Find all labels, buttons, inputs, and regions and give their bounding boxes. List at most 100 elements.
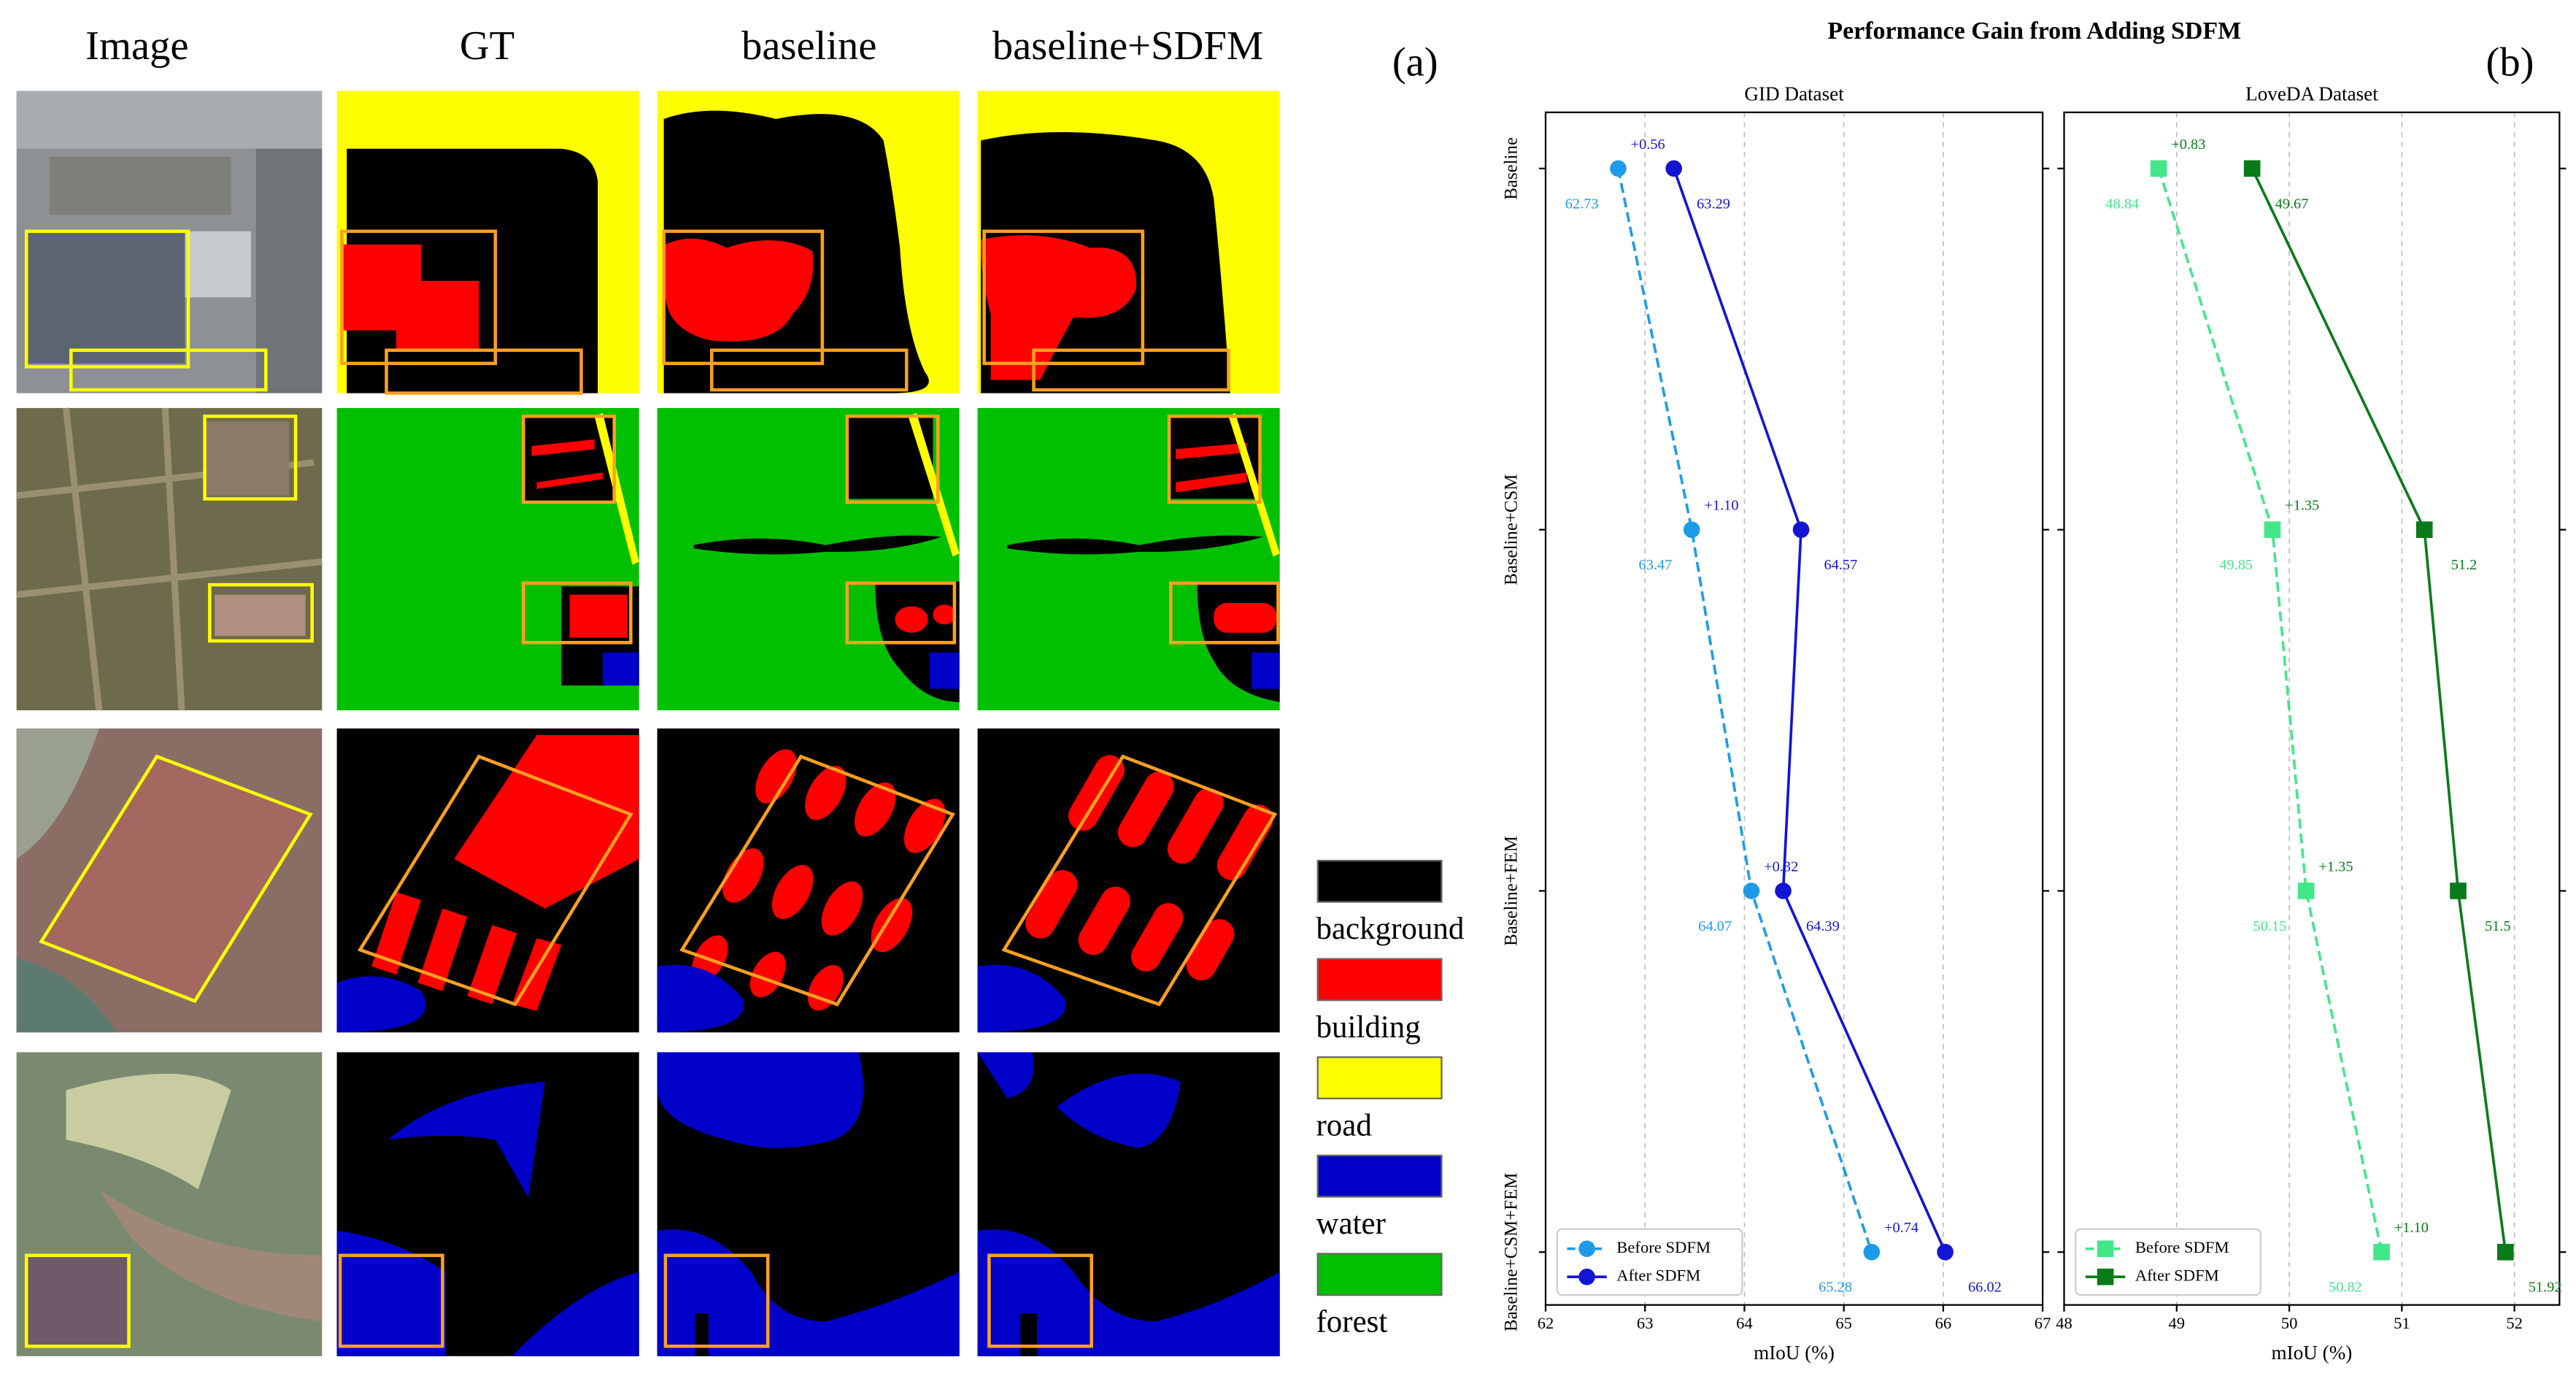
- legend-swatch: [1316, 859, 1443, 903]
- data-point: [2297, 883, 2315, 899]
- column-titles: Image GT baseline baseline+SDFM: [85, 23, 1263, 69]
- baseline-tile-part: [657, 1052, 864, 1148]
- gain-annotation: +0.83: [2171, 137, 2205, 153]
- x-tick-label: 65: [1835, 1314, 1852, 1332]
- legend-label: Before SDFM: [1616, 1238, 1711, 1256]
- gt-tile-part: [602, 652, 639, 686]
- data-label: 49.67: [2275, 196, 2309, 212]
- data-point: [1743, 883, 1760, 899]
- image-tile-part: [16, 958, 116, 1033]
- data-label: 50.82: [2329, 1280, 2362, 1296]
- x-tick-label: 62: [1538, 1314, 1554, 1332]
- gain-annotation: +1.10: [1704, 498, 1738, 514]
- panel-label: (a): [1392, 40, 1438, 85]
- legend-label: building: [1316, 1010, 1420, 1045]
- y-tick-label: Baseline: [1501, 137, 1521, 200]
- y-tick-label: Baseline+FEM: [1501, 836, 1521, 946]
- baseline-tile-part: [710, 348, 909, 392]
- image-tile-part: [185, 231, 251, 298]
- gt-tile-part: [569, 594, 628, 638]
- baseline-tile-part: [933, 604, 957, 625]
- gt-tile: [336, 728, 639, 1033]
- data-point: [2450, 883, 2467, 899]
- baseline-tile-part: [662, 229, 825, 366]
- data-point: [1610, 160, 1627, 177]
- column-titles-part: Image: [85, 23, 188, 69]
- segmentation-legend: background building road water forest: [1316, 859, 1464, 1340]
- sdfm-tile: [977, 91, 1280, 393]
- baseline-tile: [657, 728, 960, 1033]
- data-point: [2373, 1243, 2390, 1261]
- baseline-tile-part-part: [805, 766, 847, 820]
- x-tick-label: 49: [2169, 1314, 2186, 1332]
- data-label: 63.29: [1697, 196, 1730, 212]
- gain-annotation: +1.35: [2318, 858, 2353, 875]
- data-label: 66.02: [1968, 1280, 2002, 1296]
- data-point: [1665, 160, 1683, 177]
- baseline-tile-part: [693, 535, 941, 555]
- image-tile-part: [49, 157, 231, 215]
- baseline-tile-part: [845, 415, 940, 504]
- baseline-tile: [657, 407, 960, 711]
- legend-marker: [2097, 1268, 2114, 1285]
- sdfm-tile: [977, 728, 1280, 1033]
- sdfm-tile-part: [981, 235, 1137, 380]
- image-tile-part: [203, 415, 298, 501]
- x-axis-label: mIoU (%): [1754, 1342, 1835, 1364]
- x-tick-label: 52: [2506, 1314, 2523, 1332]
- legend-swatch: [1316, 1253, 1443, 1296]
- baseline-tile-part-part: [855, 782, 896, 837]
- image-tile-part: [16, 728, 99, 859]
- image-tile-part: [26, 1255, 129, 1347]
- x-tick-label: 48: [2056, 1314, 2072, 1332]
- data-point: [1792, 521, 1810, 538]
- image-tile-part: [39, 754, 313, 1004]
- charts: GID Dataset 62 63 64 65 66 67 mIoU (%) Baseline B…: [1501, 83, 2567, 1364]
- sdfm-tile-part: [1007, 535, 1264, 555]
- legend-marker: [2097, 1240, 2114, 1258]
- gt-tile-part: [522, 415, 617, 504]
- baseline-tile-part-part: [755, 749, 797, 804]
- data-point: [2150, 160, 2167, 177]
- sdfm-tile-part: [982, 229, 1145, 366]
- legend-label: After SDFM: [1616, 1266, 1700, 1284]
- gain-annotation: +0.56: [1631, 137, 1665, 153]
- sdfm-tile: [977, 1052, 1280, 1356]
- legend-label: After SDFM: [2135, 1266, 2219, 1284]
- x-tick-label: 63: [1637, 1314, 1654, 1332]
- gt-tile-part: [340, 229, 498, 366]
- baseline-tile-part: [929, 652, 960, 689]
- gt-tile-part: [336, 976, 426, 1033]
- baseline-tile-part-part: [807, 965, 844, 1011]
- gt-tile: [336, 407, 639, 711]
- data-label: 51.5: [2485, 918, 2511, 934]
- baseline-tile-part-part: [722, 848, 764, 903]
- image-tile-part: [69, 348, 268, 392]
- data-point: [1937, 1243, 1954, 1261]
- baseline-tile-part: [657, 1229, 960, 1356]
- series-line: [2157, 168, 2383, 1253]
- data-label: 51.92: [2529, 1280, 2562, 1296]
- plot-frame: [2063, 111, 2561, 1306]
- image-tile: [16, 91, 323, 393]
- gt-tile-part: [454, 734, 639, 909]
- column-titles-part: baseline: [741, 23, 876, 69]
- figure-title: Performance Gain from Adding SDFM: [1827, 18, 2241, 45]
- series-line: [1616, 168, 1873, 1253]
- y-tick-label: Baseline+CSM+FEM: [1501, 1173, 1521, 1331]
- sdfm-tile-part-part: [1025, 869, 1078, 939]
- gt-tile-part: [336, 1230, 639, 1356]
- baseline-tile-part: [657, 964, 744, 1033]
- x-tick-label: 67: [2035, 1314, 2051, 1332]
- data-point: [1683, 521, 1700, 538]
- baseline-tile-part: [908, 412, 960, 557]
- baseline-tile-part: [665, 238, 814, 342]
- image-tile-part: [24, 1253, 131, 1348]
- panel-label: (b): [2486, 40, 2534, 85]
- chart-title: GID Dataset: [1744, 83, 1844, 105]
- data-label: 48.84: [2105, 196, 2139, 212]
- sdfm-tile-part-part: [1131, 903, 1184, 972]
- series-line: [2251, 168, 2507, 1253]
- legend-label: background: [1316, 912, 1464, 946]
